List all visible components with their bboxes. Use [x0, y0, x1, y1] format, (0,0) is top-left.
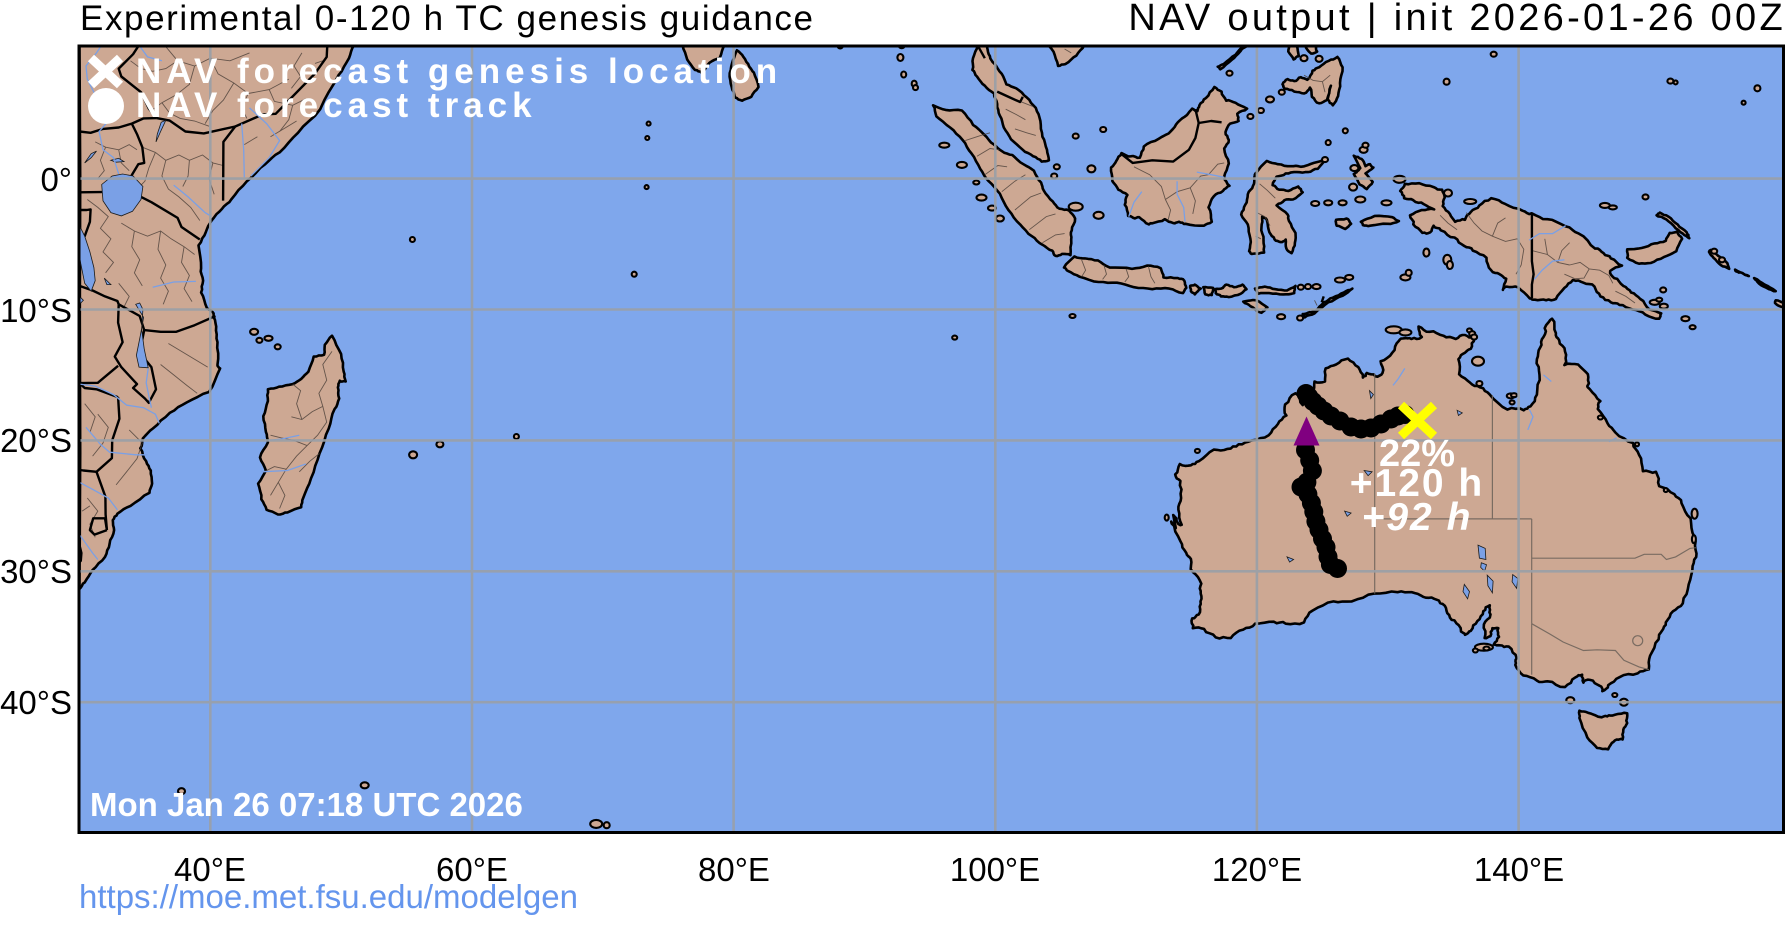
svg-text:Experimental 0-120 h TC genesi: Experimental 0-120 h TC genesis guidance — [80, 0, 815, 38]
svg-text:60°E: 60°E — [436, 851, 508, 888]
svg-text:140°E: 140°E — [1474, 851, 1564, 888]
svg-text:100°E: 100°E — [950, 851, 1040, 888]
svg-text:40°S: 40°S — [0, 684, 72, 721]
svg-text:80°E: 80°E — [698, 851, 770, 888]
svg-text:https://moe.met.fsu.edu/modelg: https://moe.met.fsu.edu/modelgen — [79, 878, 578, 915]
svg-text:22%: 22% — [1379, 433, 1455, 475]
svg-text:+120 h: +120 h — [1350, 462, 1485, 505]
svg-text:30°S: 30°S — [0, 553, 72, 590]
svg-text:NAV forecast track: NAV forecast track — [136, 86, 537, 125]
svg-text:10°S: 10°S — [0, 292, 72, 329]
svg-text:NAV forecast genesis location: NAV forecast genesis location — [136, 52, 782, 91]
svg-text:0°: 0° — [40, 161, 72, 198]
svg-text:+92 h: +92 h — [1362, 496, 1473, 539]
svg-text:120°E: 120°E — [1212, 851, 1302, 888]
svg-text:20°S: 20°S — [0, 422, 72, 459]
svg-text:Mon Jan 26 07:18 UTC 2026: Mon Jan 26 07:18 UTC 2026 — [90, 786, 523, 823]
svg-text:NAV output | init 2026-01-26 0: NAV output | init 2026-01-26 00Z — [1128, 0, 1786, 39]
svg-text:40°E: 40°E — [174, 851, 246, 888]
